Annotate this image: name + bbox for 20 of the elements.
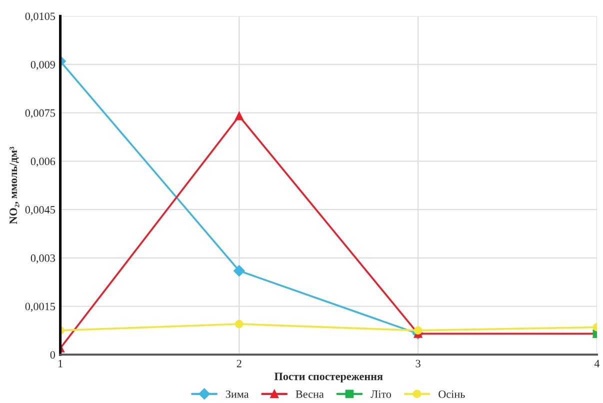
y-tick-label: 0,0105 [25,12,56,22]
y-tick-label: 0,0045 [25,206,56,216]
y-tick-label: 0 [50,351,56,359]
y-tick-label: 0,009 [30,60,55,70]
legend-label: Зима [226,390,249,398]
x-tick-label: 1 [58,360,62,368]
y-tick-label: 0,0075 [25,109,56,118]
y-tick-label: 0,0015 [25,302,56,312]
y-axis-title: NO₂, ммоль/дм³ [10,146,20,224]
legend-label: Літо [370,390,392,398]
x-tick-label: 4 [594,360,600,368]
legend-label: Весна [296,390,324,398]
point [234,265,245,276]
x-axis-title: Пости спостереження [274,372,383,382]
y-tick-label: 0,006 [30,158,56,167]
x-tick-label: 3 [416,360,420,368]
x-tick-label: 2 [236,360,242,368]
y-tick-label: 0,003 [30,254,56,264]
point [235,112,244,120]
legend-label: Осінь [438,390,465,398]
